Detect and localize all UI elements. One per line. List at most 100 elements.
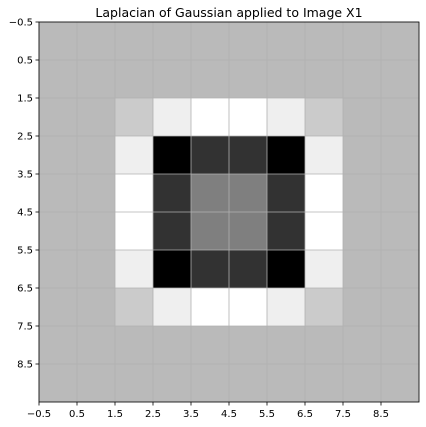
heatmap-cell — [305, 212, 344, 251]
heatmap-cell — [153, 364, 192, 403]
heatmap-cell — [381, 364, 420, 403]
heatmap-cell — [343, 60, 382, 99]
heatmap-cell — [305, 364, 344, 403]
heatmap-cell — [229, 136, 268, 175]
heatmap-cell — [381, 250, 420, 289]
y-tick-label: 0.5 — [17, 56, 33, 67]
heatmap-cell — [39, 250, 78, 289]
heatmap-cell — [39, 22, 78, 61]
heatmap-cell — [305, 326, 344, 365]
heatmap-cell — [381, 98, 420, 137]
y-tick-label: −0.5 — [9, 18, 33, 29]
heatmap-cell — [381, 212, 420, 251]
x-tick-label: 3.5 — [183, 409, 199, 420]
heatmap-cell — [305, 136, 344, 175]
heatmap-cell — [267, 250, 306, 289]
x-tick-label: 8.5 — [373, 409, 389, 420]
heatmap-cell — [343, 98, 382, 137]
heatmap-cell — [305, 174, 344, 213]
heatmap-cell — [115, 212, 154, 251]
heatmap-cell — [39, 364, 78, 403]
heatmap-cell — [267, 136, 306, 175]
heatmap-cell — [153, 98, 192, 137]
heatmap-cell — [229, 364, 268, 403]
heatmap-cell — [77, 326, 116, 365]
heatmap-cell — [115, 22, 154, 61]
x-tick-label: 0.5 — [69, 409, 85, 420]
heatmap-cell — [191, 60, 230, 99]
heatmap-cell — [191, 250, 230, 289]
heatmap-cell — [191, 288, 230, 327]
heatmap-cell — [115, 60, 154, 99]
x-tick-label: 4.5 — [221, 409, 237, 420]
heatmap-cell — [305, 60, 344, 99]
heatmap-cell — [381, 136, 420, 175]
heatmap-cell — [191, 326, 230, 365]
heatmap-cell — [77, 212, 116, 251]
heatmap-cell — [229, 326, 268, 365]
y-tick-label: 5.5 — [17, 246, 33, 257]
y-tick-label: 4.5 — [17, 208, 33, 219]
heatmap-cell — [39, 212, 78, 251]
heatmap-cell — [39, 136, 78, 175]
heatmap-cell — [153, 212, 192, 251]
heatmap-cells — [39, 22, 420, 403]
heatmap-cell — [267, 98, 306, 137]
heatmap-cell — [305, 98, 344, 137]
heatmap-cell — [39, 98, 78, 137]
y-tick-label: 3.5 — [17, 170, 33, 181]
heatmap-cell — [77, 250, 116, 289]
heatmap-cell — [115, 326, 154, 365]
heatmap-cell — [229, 288, 268, 327]
heatmap-cell — [267, 326, 306, 365]
heatmap-cell — [343, 326, 382, 365]
heatmap-cell — [115, 364, 154, 403]
heatmap-cell — [381, 60, 420, 99]
heatmap-cell — [267, 22, 306, 61]
x-tick-label: 7.5 — [335, 409, 351, 420]
heatmap-cell — [381, 326, 420, 365]
heatmap-cell — [191, 174, 230, 213]
heatmap-cell — [229, 98, 268, 137]
heatmap-cell — [229, 22, 268, 61]
heatmap-cell — [267, 60, 306, 99]
heatmap-cell — [343, 174, 382, 213]
x-tick-label: 6.5 — [297, 409, 313, 420]
y-tick-label: 7.5 — [17, 322, 33, 333]
heatmap-cell — [77, 98, 116, 137]
heatmap-cell — [115, 136, 154, 175]
heatmap-cell — [381, 174, 420, 213]
heatmap-cell — [153, 60, 192, 99]
heatmap-cell — [39, 174, 78, 213]
heatmap-cell — [77, 364, 116, 403]
heatmap-cell — [191, 364, 230, 403]
heatmap-cell — [153, 250, 192, 289]
heatmap-cell — [77, 288, 116, 327]
heatmap-cell — [153, 174, 192, 213]
heatmap-cell — [343, 288, 382, 327]
heatmap-cell — [77, 136, 116, 175]
heatmap-cell — [153, 288, 192, 327]
heatmap-cell — [305, 22, 344, 61]
heatmap-cell — [305, 250, 344, 289]
heatmap-cell — [267, 174, 306, 213]
y-tick-label: 8.5 — [17, 360, 33, 371]
heatmap-cell — [267, 212, 306, 251]
heatmap-cell — [229, 250, 268, 289]
heatmap-cell — [343, 364, 382, 403]
heatmap-cell — [343, 250, 382, 289]
heatmap-cell — [39, 60, 78, 99]
heatmap-cell — [39, 288, 78, 327]
heatmap-cell — [77, 174, 116, 213]
heatmap-cell — [77, 60, 116, 99]
heatmap-cell — [115, 250, 154, 289]
heatmap-cell — [39, 326, 78, 365]
heatmap-cell — [153, 326, 192, 365]
heatmap-cell — [229, 174, 268, 213]
y-tick-label: 1.5 — [17, 94, 33, 105]
heatmap-cell — [381, 22, 420, 61]
y-tick-label: 2.5 — [17, 132, 33, 143]
heatmap-cell — [343, 22, 382, 61]
x-tick-label: 5.5 — [259, 409, 275, 420]
